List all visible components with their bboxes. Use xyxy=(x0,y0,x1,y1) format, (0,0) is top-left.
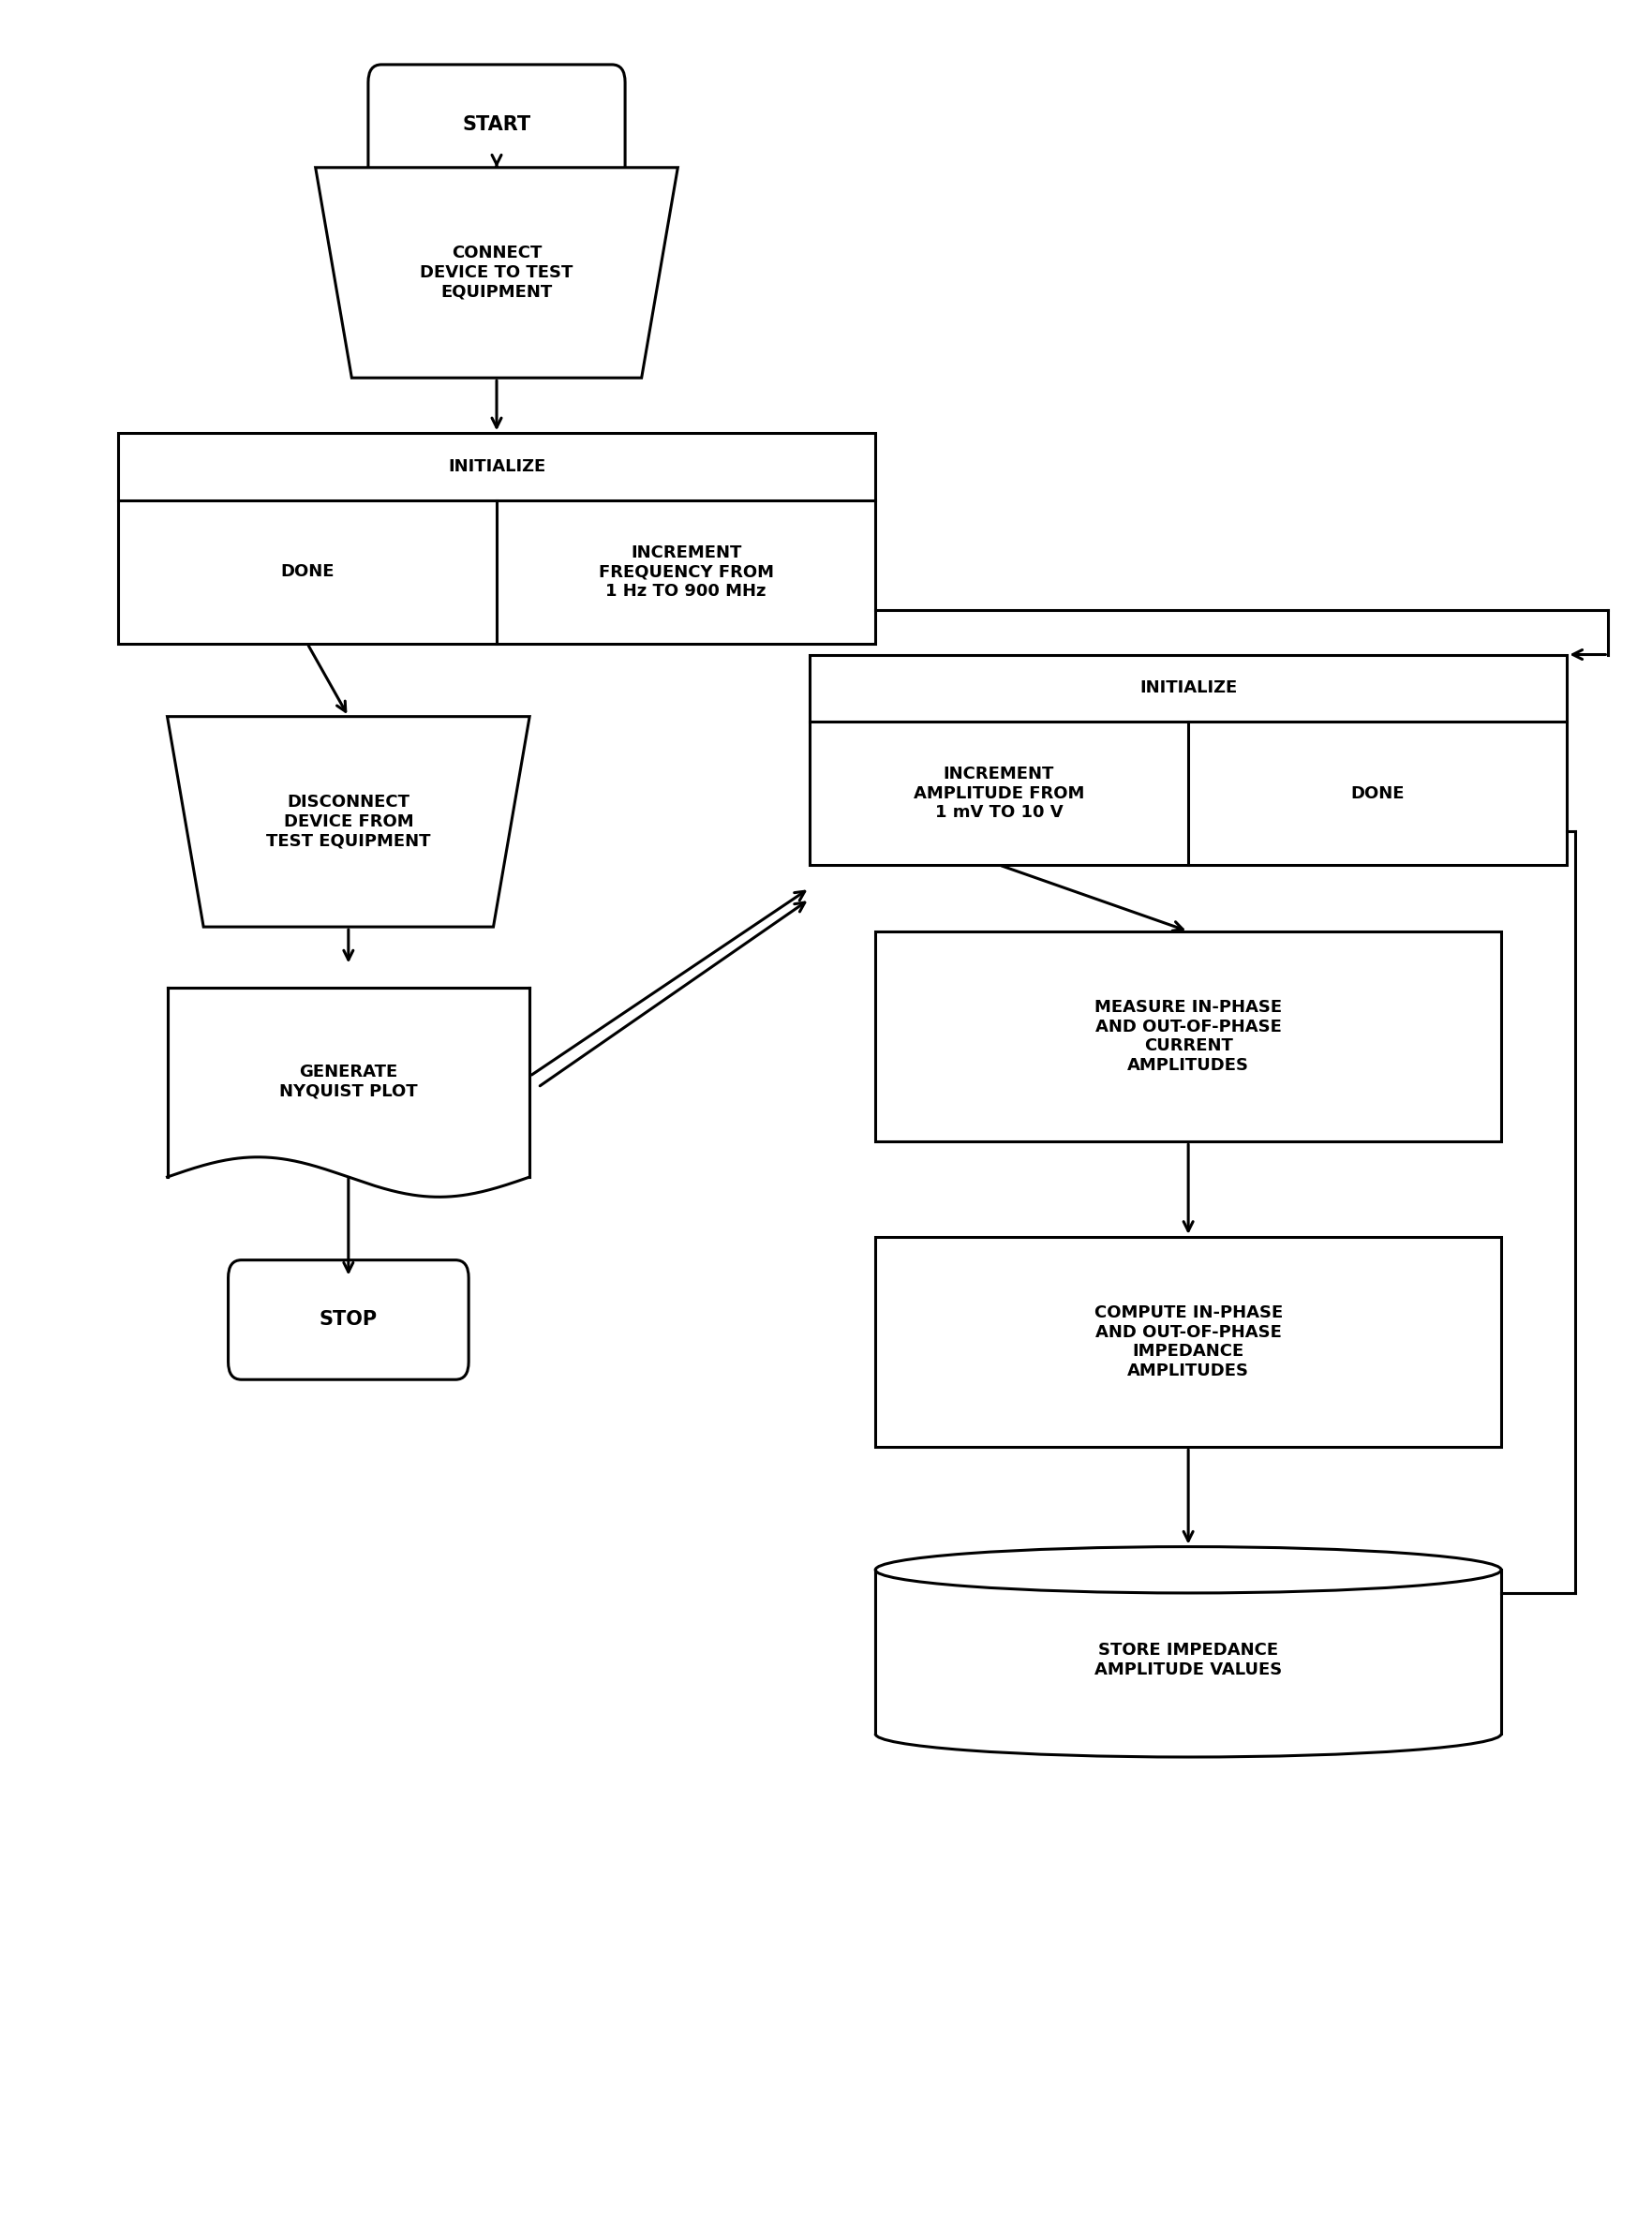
Bar xyxy=(876,932,1502,1141)
Text: INITIALIZE: INITIALIZE xyxy=(448,459,545,475)
Ellipse shape xyxy=(876,1547,1502,1593)
Text: CONNECT
DEVICE TO TEST
EQUIPMENT: CONNECT DEVICE TO TEST EQUIPMENT xyxy=(420,244,573,300)
FancyBboxPatch shape xyxy=(228,1260,469,1380)
Bar xyxy=(117,433,876,644)
Text: STORE IMPEDANCE
AMPLITUDE VALUES: STORE IMPEDANCE AMPLITUDE VALUES xyxy=(1095,1642,1282,1678)
Bar xyxy=(876,1236,1502,1447)
Text: COMPUTE IN-PHASE
AND OUT-OF-PHASE
IMPEDANCE
AMPLITUDES: COMPUTE IN-PHASE AND OUT-OF-PHASE IMPEDA… xyxy=(1094,1305,1282,1380)
Text: INCREMENT
AMPLITUDE FROM
1 mV TO 10 V: INCREMENT AMPLITUDE FROM 1 mV TO 10 V xyxy=(914,766,1084,821)
Text: GENERATE
NYQUIST PLOT: GENERATE NYQUIST PLOT xyxy=(279,1063,418,1101)
Bar xyxy=(876,1569,1502,1733)
Text: START: START xyxy=(463,115,530,133)
Text: DISCONNECT
DEVICE FROM
TEST EQUIPMENT: DISCONNECT DEVICE FROM TEST EQUIPMENT xyxy=(266,794,431,850)
Text: DONE: DONE xyxy=(1351,786,1404,801)
Text: DONE: DONE xyxy=(281,564,334,581)
FancyBboxPatch shape xyxy=(368,64,624,184)
Text: INCREMENT
FREQUENCY FROM
1 Hz TO 900 MHz: INCREMENT FREQUENCY FROM 1 Hz TO 900 MHz xyxy=(598,544,773,599)
Text: MEASURE IN-PHASE
AND OUT-OF-PHASE
CURRENT
AMPLITUDES: MEASURE IN-PHASE AND OUT-OF-PHASE CURREN… xyxy=(1095,999,1282,1074)
Polygon shape xyxy=(316,166,677,377)
Bar xyxy=(809,655,1568,865)
Text: STOP: STOP xyxy=(319,1311,378,1329)
Text: INITIALIZE: INITIALIZE xyxy=(1140,679,1237,697)
Polygon shape xyxy=(167,717,530,928)
